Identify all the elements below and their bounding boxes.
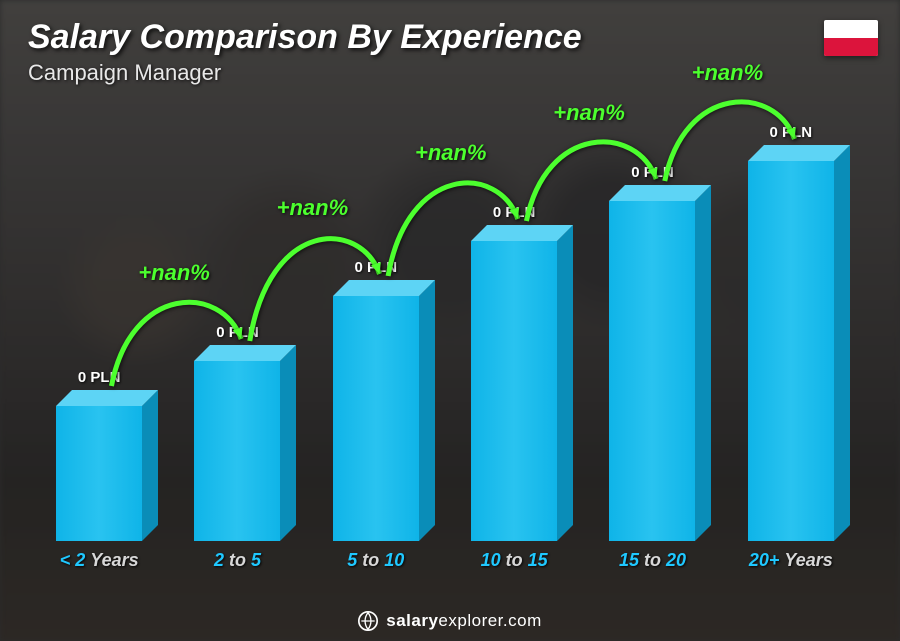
x-axis-label: < 2 Years [44, 550, 154, 571]
bar-value-label: 0 PLN [770, 124, 813, 141]
bar-value-label: 0 PLN [493, 204, 536, 221]
bar-slot: 0 PLN [321, 259, 431, 541]
bar [748, 161, 834, 541]
bar-value-label: 0 PLN [631, 164, 674, 181]
bar-value-label: 0 PLN [78, 369, 121, 386]
chart-subtitle: Campaign Manager [28, 60, 221, 86]
bar [471, 241, 557, 541]
bar [333, 296, 419, 541]
x-axis-label: 20+ Years [736, 550, 846, 571]
bar-slot: 0 PLN [182, 324, 292, 541]
bar-slot: 0 PLN [597, 164, 707, 541]
x-axis-label: 10 to 15 [459, 550, 569, 571]
logo-icon [358, 611, 378, 631]
bar-value-label: 0 PLN [216, 324, 259, 341]
bar-slot: 0 PLN [736, 124, 846, 541]
pct-increase-label: +nan% [692, 60, 764, 86]
x-axis: < 2 Years 2 to 5 5 to 10 10 to 15 15 to 20 20… [30, 550, 860, 571]
bar-value-label: 0 PLN [355, 259, 398, 276]
bars-area: 0 PLN0 PLN0 PLN0 PLN0 PLN0 PLN [30, 141, 860, 541]
bar-chart: 0 PLN0 PLN0 PLN0 PLN0 PLN0 PLN +nan%+nan… [30, 110, 860, 571]
footer-brand-bold: salary [386, 611, 438, 630]
x-axis-label: 2 to 5 [182, 550, 292, 571]
footer-brand-rest: explorer.com [438, 611, 541, 630]
bar-slot: 0 PLN [459, 204, 569, 541]
bar [56, 406, 142, 541]
x-axis-label: 15 to 20 [597, 550, 707, 571]
bar-slot: 0 PLN [44, 369, 154, 541]
x-axis-label: 5 to 10 [321, 550, 431, 571]
flag-icon [824, 20, 878, 56]
bar [609, 201, 695, 541]
pct-increase-label: +nan% [553, 100, 625, 126]
footer: salaryexplorer.com [0, 611, 900, 631]
footer-text: salaryexplorer.com [386, 611, 542, 631]
infographic-container: Salary Comparison By Experience Campaign… [0, 0, 900, 641]
bar [194, 361, 280, 541]
chart-title: Salary Comparison By Experience [28, 18, 582, 57]
